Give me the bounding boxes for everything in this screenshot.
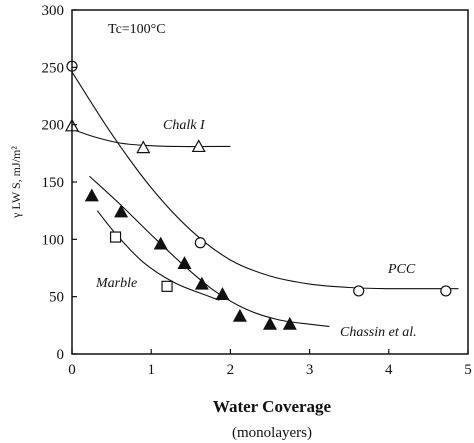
data-point-chalk-i xyxy=(136,140,151,154)
series-label-marble: Marble xyxy=(95,276,137,291)
data-point-pcc xyxy=(440,285,452,297)
y-tick-label: 250 xyxy=(42,60,65,76)
y-tick-label: 150 xyxy=(42,175,65,191)
data-point-chassin-et-al xyxy=(194,276,209,290)
y-tick-label: 100 xyxy=(42,232,65,248)
x-axis-title: Water Coverage xyxy=(213,397,332,416)
y-tick-label: 200 xyxy=(42,118,65,134)
x-tick-label: 3 xyxy=(306,362,314,378)
data-point-chassin-et-al xyxy=(114,204,129,218)
series-label-pcc: PCC xyxy=(387,262,416,277)
fit-curve-chassin-et-al xyxy=(89,175,330,328)
data-markers xyxy=(64,60,452,330)
data-point-pcc xyxy=(353,285,365,297)
data-point-chassin-et-al xyxy=(215,287,230,300)
fit-curve-chalk-i xyxy=(71,128,231,148)
y-axis-title: γ LW S, mJ/m² xyxy=(9,146,23,219)
series-label-chalk: Chalk I xyxy=(163,118,206,133)
data-point-chassin-et-al xyxy=(262,316,278,330)
y-tick-label: 300 xyxy=(42,3,65,19)
data-point-chassin-et-al xyxy=(232,308,247,322)
fit-curves xyxy=(71,71,459,328)
data-point-pcc xyxy=(194,237,206,249)
x-tick-label: 4 xyxy=(385,362,393,378)
data-point-chalk-i xyxy=(191,139,206,153)
x-tick-label: 0 xyxy=(68,362,76,378)
plot-frame xyxy=(71,9,469,355)
data-point-chassin-et-al xyxy=(282,316,297,330)
x-tick-label: 5 xyxy=(464,362,472,378)
x-axis-subtitle: (monolayers) xyxy=(232,425,312,441)
y-tick-label: 50 xyxy=(49,290,64,306)
data-point-chassin-et-al xyxy=(84,188,99,202)
x-tick-label: 2 xyxy=(227,362,235,378)
temperature-annotation: Tc=100°C xyxy=(108,22,166,37)
fit-curve-marble xyxy=(96,210,220,301)
data-point-marble xyxy=(109,231,122,243)
series-label-chassin: Chassin et al. xyxy=(340,325,417,340)
x-tick-label: 1 xyxy=(147,362,155,378)
fit-curve-pcc xyxy=(71,71,459,290)
data-point-marble xyxy=(161,280,173,292)
data-point-chassin-et-al xyxy=(177,256,192,270)
y-tick-label: 0 xyxy=(57,347,65,363)
data-point-chassin-et-al xyxy=(153,236,168,250)
